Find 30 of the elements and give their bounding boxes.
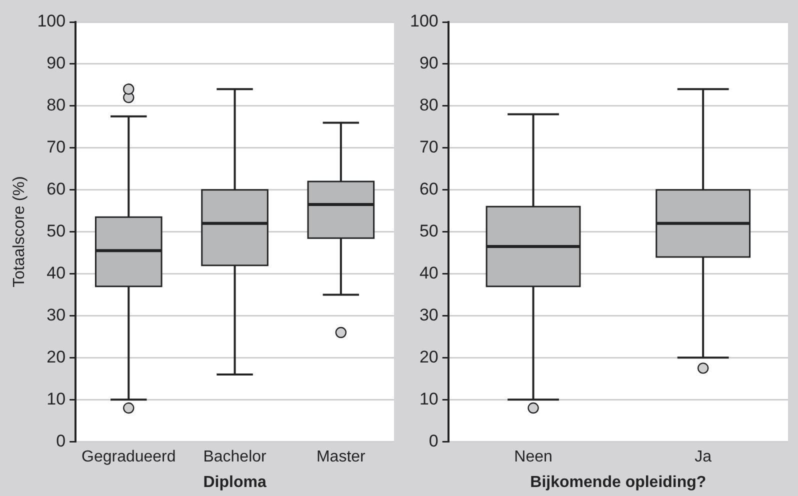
y-tick-label: 80 — [419, 96, 438, 115]
y-tick-label: 50 — [419, 221, 438, 240]
x-tick-label: Neen — [514, 448, 552, 466]
y-tick-label: 70 — [46, 138, 66, 157]
y-tick-label: 30 — [46, 305, 66, 324]
x-tick-label: Gegradueerd — [81, 448, 176, 466]
y-tick-label: 0 — [428, 431, 438, 450]
y-tick-label: 80 — [46, 96, 66, 115]
y-tick-label: 20 — [46, 347, 66, 366]
y-tick-label: 40 — [46, 263, 66, 282]
y-tick-label: 40 — [419, 263, 438, 282]
y-axis-title: Totaalscore (%) — [11, 176, 28, 288]
y-tick-label: 90 — [419, 54, 438, 73]
y-tick-label: 60 — [419, 180, 438, 199]
x-tick-label: Bachelor — [203, 448, 268, 466]
y-tick-label: 10 — [419, 389, 438, 408]
x-tick-label: Master — [316, 448, 366, 466]
y-tick-label: 10 — [46, 389, 66, 408]
y-tick-label: 0 — [56, 431, 66, 450]
x-tick-label: Ja — [694, 448, 712, 466]
y-tick-label: 60 — [46, 180, 66, 199]
y-tick-label: 50 — [46, 221, 66, 240]
y-tick-label: 100 — [410, 12, 438, 31]
y-tick-label: 90 — [46, 54, 66, 73]
x-axis-title: Bijkomende opleiding? — [530, 474, 706, 491]
y-tick-label: 100 — [37, 12, 66, 31]
y-tick-label: 30 — [419, 305, 438, 324]
y-tick-label: 20 — [419, 347, 438, 366]
y-tick-label: 70 — [419, 138, 438, 157]
x-axis-title: Diploma — [203, 474, 266, 491]
